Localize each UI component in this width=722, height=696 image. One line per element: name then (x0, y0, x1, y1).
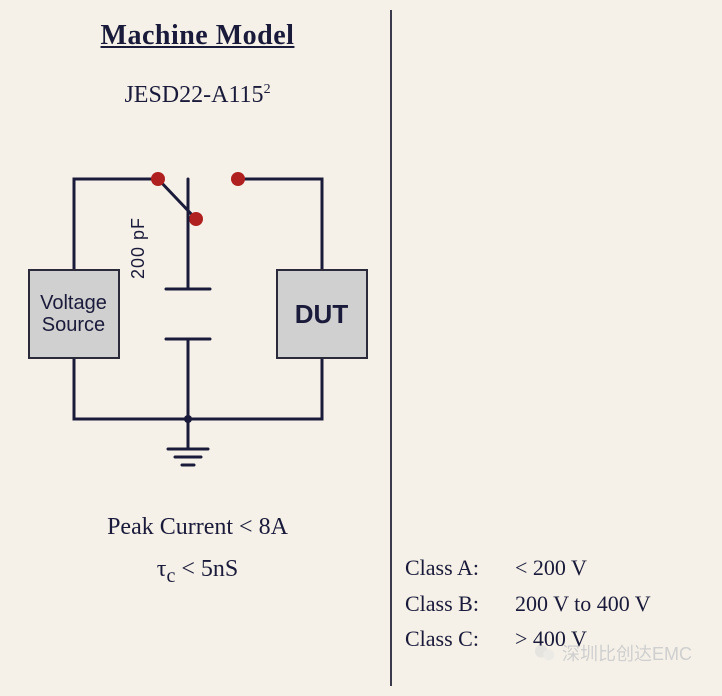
dut-block: DUT (276, 269, 368, 359)
class-value: > 400 V (515, 621, 587, 656)
standard-reference: JESD22-A1152 (124, 82, 270, 109)
class-value: < 200 V (515, 550, 587, 585)
left-column: Machine Model JESD22-A1152 Voltage Sourc… (0, 0, 385, 696)
class-label: Class C: (405, 621, 515, 656)
dut-label: DUT (295, 299, 348, 330)
tc-symbol: τ (157, 556, 167, 582)
time-constant-text: τc < 5nS (157, 556, 238, 588)
class-value: 200 V to 400 V (515, 586, 651, 621)
column-divider (390, 10, 392, 686)
standard-text: JESD22-A115 (124, 82, 263, 108)
class-row: Class C:> 400 V (405, 621, 712, 656)
tc-subscript: c (166, 565, 175, 587)
class-table: Class A:< 200 VClass B:200 V to 400 VCla… (405, 550, 712, 656)
voltage-source-block: Voltage Source (28, 269, 120, 359)
right-column: Class A:< 200 VClass B:200 V to 400 VCla… (385, 0, 722, 696)
class-row: Class B:200 V to 400 V (405, 586, 712, 621)
circuit-diagram: Voltage Source DUT 200 pF (28, 149, 368, 479)
class-label: Class A: (405, 550, 515, 585)
class-row: Class A:< 200 V (405, 550, 712, 585)
voltage-source-label: Voltage Source (40, 292, 107, 336)
class-label: Class B: (405, 586, 515, 621)
standard-superscript: 2 (264, 82, 271, 97)
peak-current-text: Peak Current < 8A (107, 514, 288, 541)
tc-value: < 5nS (175, 556, 238, 582)
diagram-title: Machine Model (101, 20, 295, 52)
page: Machine Model JESD22-A1152 Voltage Sourc… (0, 0, 722, 696)
capacitor-label: 200 pF (128, 217, 149, 279)
